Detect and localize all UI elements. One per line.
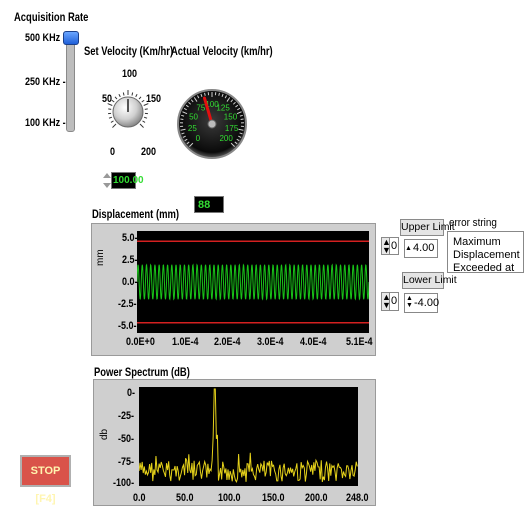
knob-tick <box>136 94 137 97</box>
knob-tick <box>142 121 145 123</box>
error-string-box[interactable]: Maximum Displacement Exceeded at <box>447 231 524 273</box>
power-spectrum-plot <box>139 387 358 486</box>
upper-limit-field[interactable]: ▲4.00 <box>404 239 438 258</box>
power-spectrum-label: Power Spectrum (dB) <box>94 367 190 379</box>
lower-limit-index[interactable]: 0 <box>389 292 399 311</box>
spectrum-xtick-100: 100.0 <box>218 492 241 504</box>
acquisition-rate-tick-500: 500 KHz - <box>25 32 66 44</box>
knob-tick <box>140 124 144 128</box>
set-velocity-label: Set Velocity (Km/hr) <box>84 46 173 58</box>
displacement-xtick-1: 1.0E-4 <box>172 336 199 348</box>
displacement-xtick-4: 4.0E-4 <box>300 336 327 348</box>
knob-tick <box>115 97 117 99</box>
knob-tick <box>112 124 116 128</box>
error-string-label: error string <box>449 217 497 229</box>
spectrum-ytick-25: -25- <box>118 410 134 422</box>
stop-button[interactable]: STOP [F4] <box>20 455 71 487</box>
gauge-tick <box>205 93 206 96</box>
knob-tick <box>139 97 141 99</box>
gauge-tick-label: 50 <box>189 112 198 121</box>
gauge-tick-label: 175 <box>225 124 239 133</box>
knob-tick <box>144 104 149 106</box>
knob-tick <box>109 117 112 118</box>
set-velocity-tick-200: 200 <box>141 146 156 158</box>
upper-limit-stepper-icon[interactable]: ▲ <box>405 245 412 252</box>
knob-tick <box>142 100 144 102</box>
displacement-ytick-neg2.5: -2.5- <box>118 298 137 310</box>
displacement-plot <box>137 231 369 333</box>
spectrum-ytick-100: -100- <box>113 477 134 489</box>
acquisition-rate-slider-track[interactable] <box>66 38 75 132</box>
error-string-line-1: Maximum <box>453 236 523 249</box>
displacement-xtick-2: 2.0E-4 <box>214 336 241 348</box>
lower-limit-field[interactable]: ▲▼-4.00 <box>404 293 438 313</box>
knob-tick <box>111 121 114 123</box>
displacement-label: Displacement (mm) <box>92 209 179 221</box>
displacement-xtick-0: 0.0E+0 <box>126 336 155 348</box>
upper-limit-value: 4.00 <box>413 240 434 257</box>
error-string-line-2: Displacement <box>453 249 523 262</box>
knob-tick <box>132 93 133 96</box>
error-string-line-3: Exceeded at <box>453 262 523 273</box>
displacement-ytick-2.5: 2.5- <box>122 254 138 266</box>
gauge-tick-label: 200 <box>219 134 233 143</box>
gauge-tick-label: 25 <box>188 124 197 133</box>
set-velocity-tick-100: 100 <box>122 68 137 80</box>
knob-tick <box>123 93 124 96</box>
displacement-ytick-0: 0.0- <box>122 276 138 288</box>
spectrum-xtick-50: 50.0 <box>176 492 194 504</box>
lower-limit-value: -4.00 <box>414 294 439 312</box>
actual-velocity-label: Actual Velocity (km/hr) <box>171 46 273 58</box>
knob-tick <box>112 100 114 102</box>
spectrum-ytick-75: -75- <box>118 456 134 468</box>
acquisition-rate-slider-thumb[interactable] <box>63 31 79 45</box>
spectrum-xtick-248: 248.0 <box>346 492 369 504</box>
knob-tick <box>119 94 120 97</box>
acquisition-rate-tick-250: 250 KHz - <box>25 76 66 88</box>
displacement-xtick-3: 3.0E-4 <box>257 336 284 348</box>
gauge-tick <box>219 93 220 96</box>
set-velocity-tick-0: 0 <box>110 146 115 158</box>
upper-limit-label: Upper Limit <box>400 219 444 236</box>
upper-limit-index[interactable]: 0 <box>389 237 399 255</box>
spectrum-ytick-0: 0- <box>127 387 135 399</box>
spectrum-ytick-50: -50- <box>118 433 134 445</box>
lower-limit-label: Lower Limit <box>402 272 444 289</box>
gauge-tick-label: 0 <box>196 134 201 143</box>
displacement-ytick-5: 5.0- <box>122 232 138 244</box>
displacement-ytick-neg5: -5.0- <box>118 320 137 332</box>
displacement-xtick-5: 5.1E-4 <box>346 336 373 348</box>
acquisition-rate-label: Acquisition Rate <box>14 12 88 24</box>
actual-velocity-value: 88 <box>194 196 224 213</box>
knob-tick <box>108 104 113 106</box>
set-velocity-knob[interactable] <box>103 80 153 142</box>
gauge-tick-label: 150 <box>224 112 238 121</box>
lower-limit-stepper-icon[interactable]: ▲▼ <box>406 295 413 309</box>
spectrum-xtick-150: 150.0 <box>262 492 285 504</box>
spectrum-xtick-0: 0.0 <box>133 492 146 504</box>
gauge-tick-label: 125 <box>216 103 230 112</box>
power-spectrum-ylabel: db <box>99 429 110 440</box>
set-velocity-value[interactable]: 100.00 <box>111 172 136 189</box>
spectrum-xtick-200: 200.0 <box>305 492 328 504</box>
knob-tick <box>144 117 147 118</box>
acquisition-rate-tick-100: 100 KHz - <box>25 117 66 129</box>
